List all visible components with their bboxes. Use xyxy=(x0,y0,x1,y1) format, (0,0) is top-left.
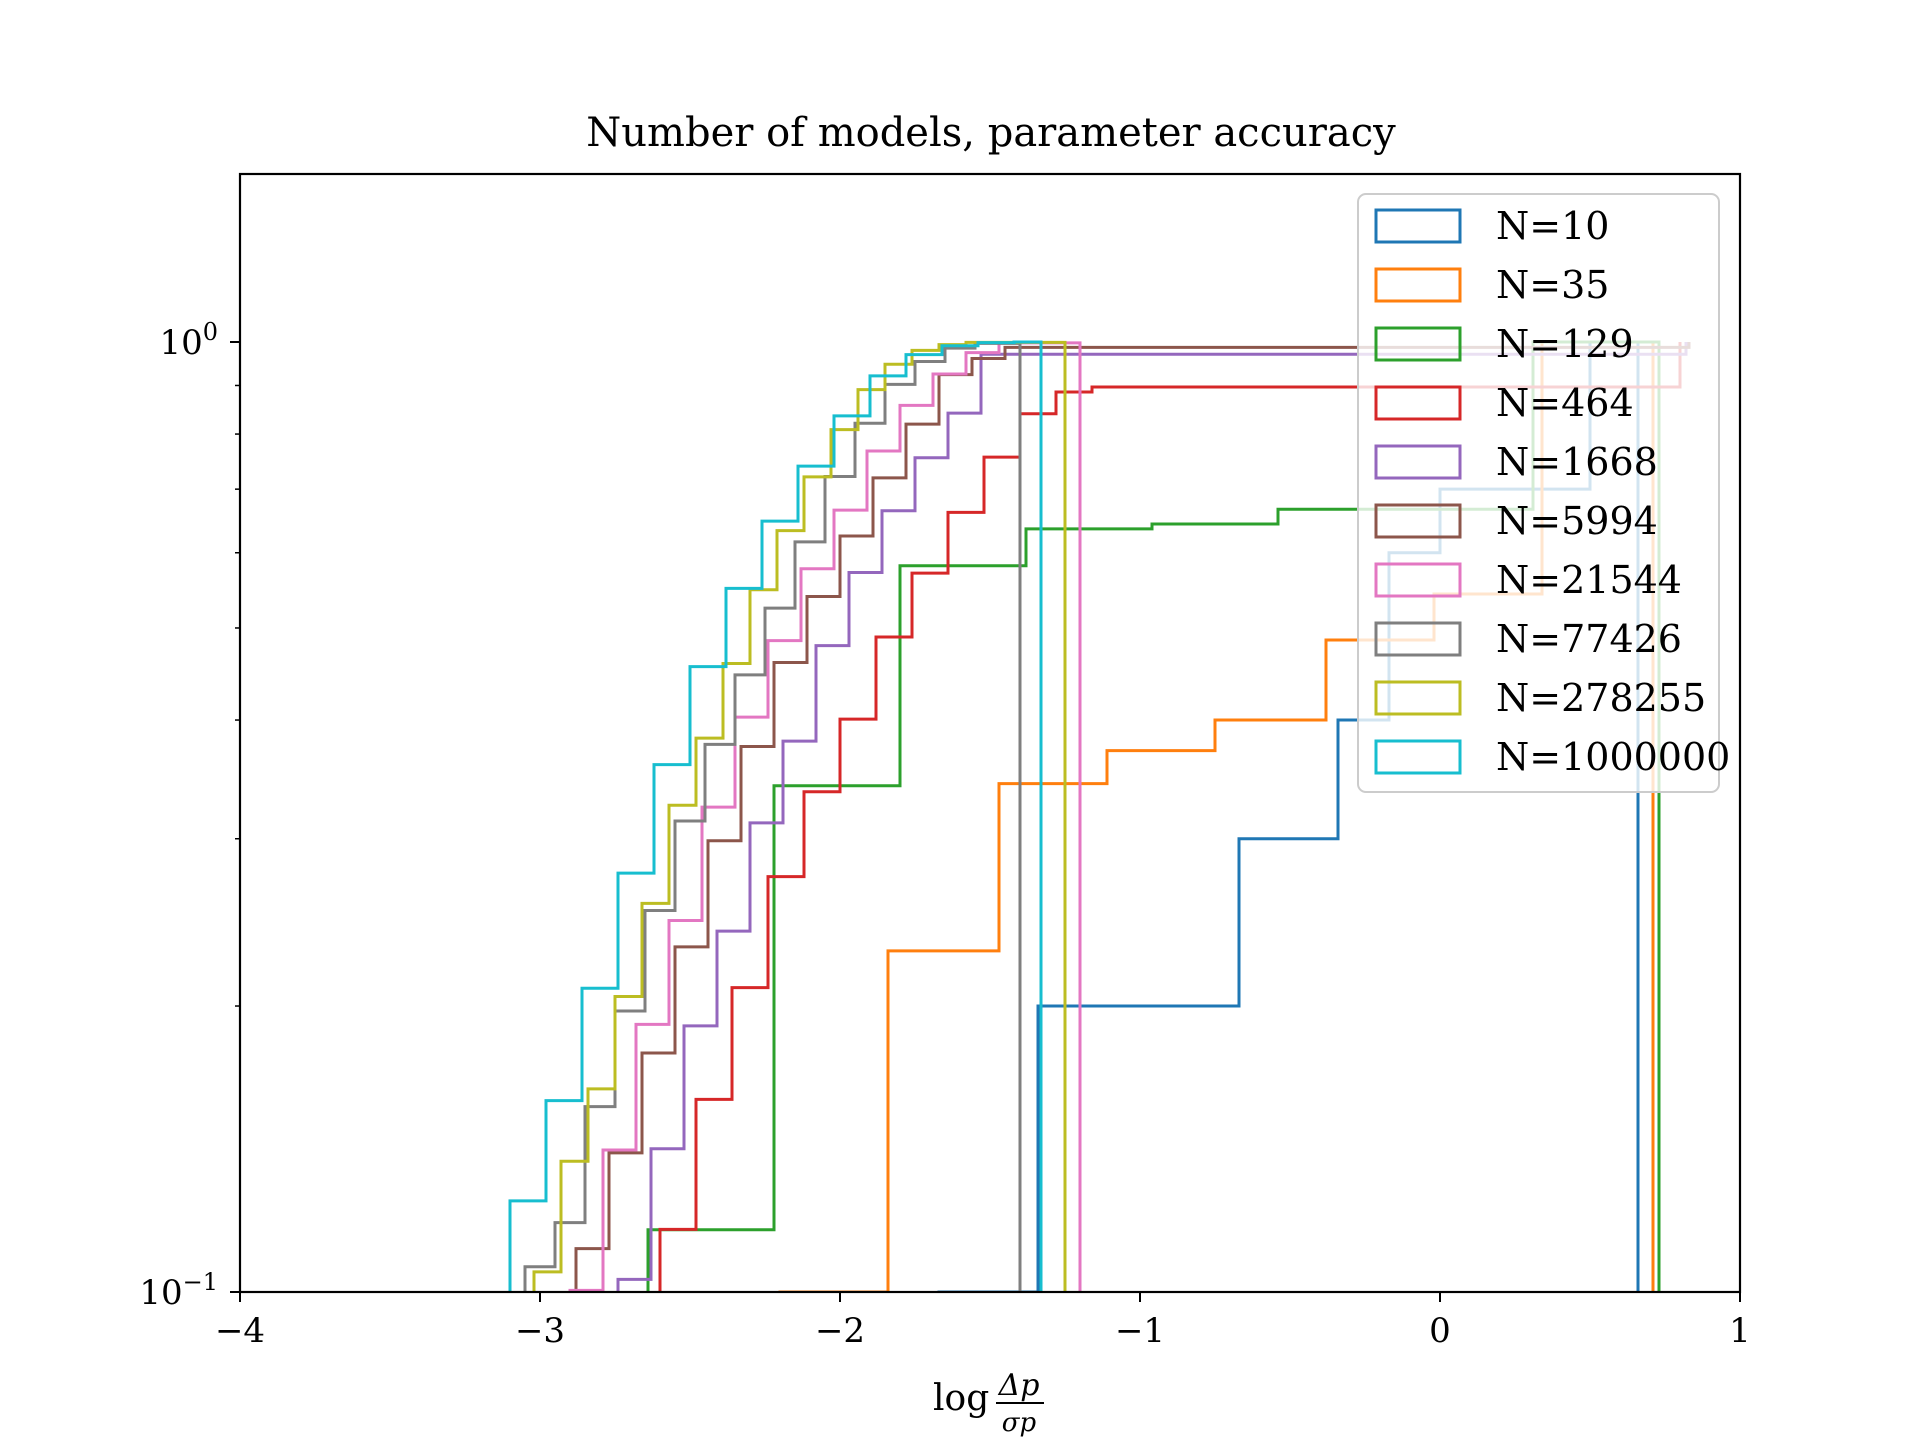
series-4-step-line xyxy=(616,342,1688,1292)
legend-swatch xyxy=(1374,385,1462,421)
x-axis-label-denominator: σp xyxy=(1002,1408,1037,1438)
series-6-step-line xyxy=(568,341,1082,1292)
series-5-step-line xyxy=(574,342,1691,1292)
legend-swatch xyxy=(1374,208,1462,244)
legend-swatch xyxy=(1374,562,1462,598)
series-3-step-line xyxy=(658,342,1682,1292)
legend-label: N=5994 xyxy=(1496,499,1658,543)
legend-label: N=129 xyxy=(1496,322,1634,366)
x-tick-label: −3 xyxy=(515,1311,565,1351)
x-tick-label: −1 xyxy=(1115,1311,1165,1351)
x-axis: −4 −3 −2 −1 0 1 xyxy=(215,1292,1751,1351)
series-7-step-line xyxy=(523,341,1022,1292)
legend-label: N=21544 xyxy=(1496,558,1682,602)
x-axis-label-numerator: Δp xyxy=(998,1368,1040,1403)
legend-label: N=1668 xyxy=(1496,440,1658,484)
legend-label: N=278255 xyxy=(1496,676,1706,720)
plot-frame xyxy=(238,172,1742,1294)
x-axis-label-prefix: log xyxy=(933,1378,989,1419)
legend-box xyxy=(1357,193,1720,793)
legend-swatch xyxy=(1374,444,1462,480)
legend-swatch xyxy=(1374,503,1462,539)
legend-swatch xyxy=(1374,680,1462,716)
legend-label: N=77426 xyxy=(1496,617,1682,661)
legend-label: N=10 xyxy=(1496,204,1609,248)
chart-title: Number of models, parameter accuracy xyxy=(586,110,1396,156)
legend-label: N=35 xyxy=(1496,263,1609,307)
legend-label: N=1000000 xyxy=(1496,735,1730,779)
legend-swatch xyxy=(1374,326,1462,362)
x-tick-label: 1 xyxy=(1729,1311,1751,1351)
legend-swatch xyxy=(1374,739,1462,775)
legend-label: N=464 xyxy=(1496,381,1634,425)
x-tick-label: −4 xyxy=(215,1311,265,1351)
y-tick-label: 100 xyxy=(159,318,218,363)
legend-swatch xyxy=(1374,267,1462,303)
x-tick-label: −2 xyxy=(815,1311,865,1351)
x-axis-label: log Δp σp xyxy=(933,1368,1044,1438)
x-tick-label: 0 xyxy=(1429,1311,1451,1351)
series-layer xyxy=(508,340,1691,1292)
legend-swatch xyxy=(1374,621,1462,657)
y-axis: 10−1 100 xyxy=(139,318,240,1313)
series-9-step-line xyxy=(508,340,1043,1292)
y-tick-label: 10−1 xyxy=(139,1268,218,1313)
legend: N=10 N=35 N=129 N=464 N=1668 N=5994 N=21544 N=7… xyxy=(1357,193,1730,793)
